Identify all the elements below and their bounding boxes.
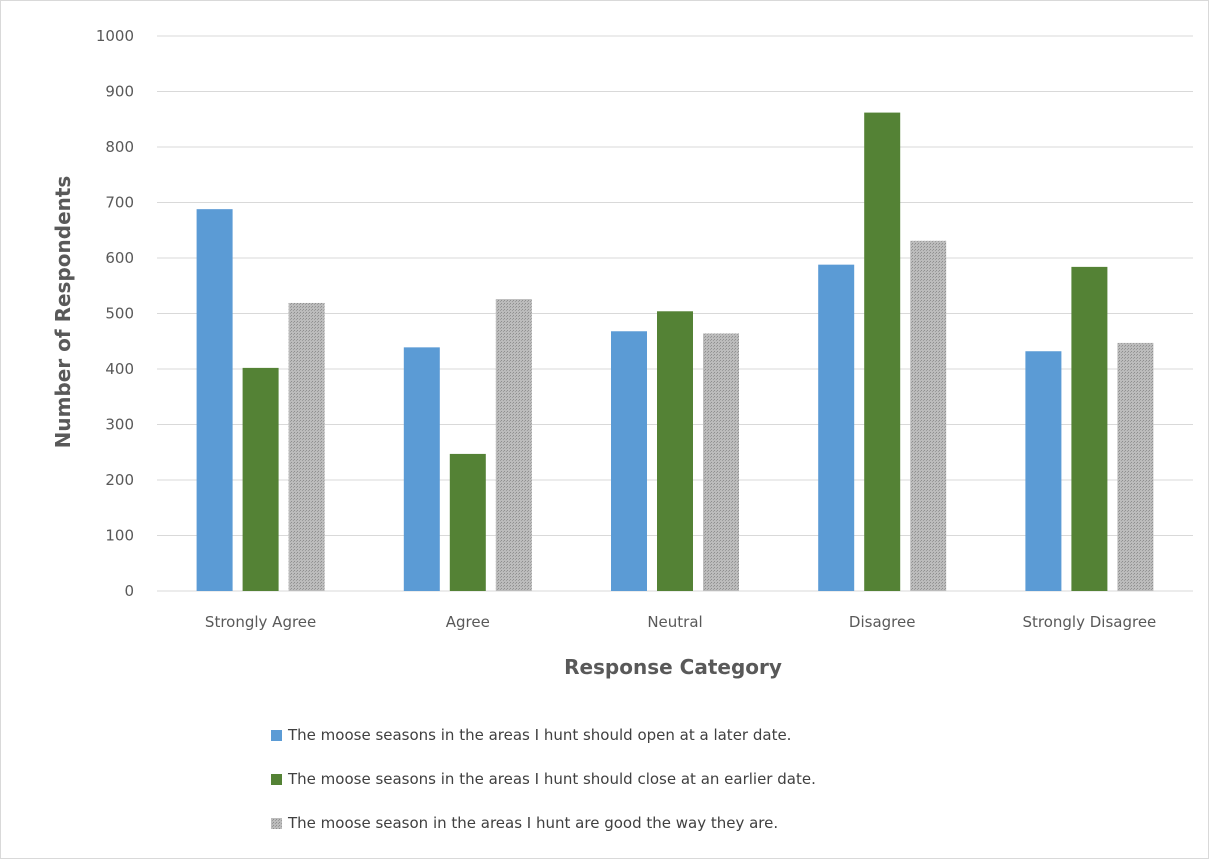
x-tick-label: Strongly Agree [205,613,316,631]
y-tick-label: 400 [105,360,134,378]
y-axis-title: Number of Respondents [51,176,75,449]
bar-agree-series-2 [449,453,486,591]
legend-label: The moose seasons in the areas I hunt sh… [287,726,791,744]
bar-disagree-series-3 [910,240,947,592]
bar-neutral-series-2 [657,311,693,591]
bar-agree-series-1 [403,347,440,591]
bar-strongly-agree-series-2 [242,367,279,591]
y-tick-label: 800 [105,138,134,156]
legend-swatch [271,818,282,829]
y-tick-label: 300 [105,416,134,434]
bar-neutral-series-3 [703,333,739,591]
y-tick-label: 500 [105,305,134,323]
bar-strongly-agree-series-1 [196,209,233,591]
legend-swatch [271,774,282,785]
bar-agree-series-3 [495,299,532,591]
legend-swatch [271,730,282,741]
y-tick-label: 0 [124,582,134,600]
bar-strongly-disagree-series-2 [1071,266,1108,591]
bar-strongly-disagree-series-1 [1025,351,1062,591]
x-tick-label: Neutral [647,613,702,631]
bar-disagree-series-2 [864,112,901,591]
y-tick-label: 1000 [96,27,134,45]
x-tick-label: Agree [446,613,490,631]
bar-disagree-series-1 [818,264,855,591]
bar-neutral-series-1 [611,331,647,591]
bar-strongly-disagree-series-3 [1117,342,1154,591]
legend-label: The moose season in the areas I hunt are… [287,814,778,832]
y-tick-label: 100 [105,527,134,545]
x-axis-title: Response Category [564,655,782,679]
y-tick-label: 900 [105,83,134,101]
legend: The moose seasons in the areas I hunt sh… [271,726,816,832]
x-tick-label: Strongly Disagree [1022,613,1156,631]
y-tick-label: 600 [105,249,134,267]
bar-strongly-agree-series-3 [288,302,325,591]
x-tick-label: Disagree [849,613,916,631]
y-tick-label: 200 [105,471,134,489]
legend-label: The moose seasons in the areas I hunt sh… [287,770,816,788]
y-tick-label: 700 [105,194,134,212]
